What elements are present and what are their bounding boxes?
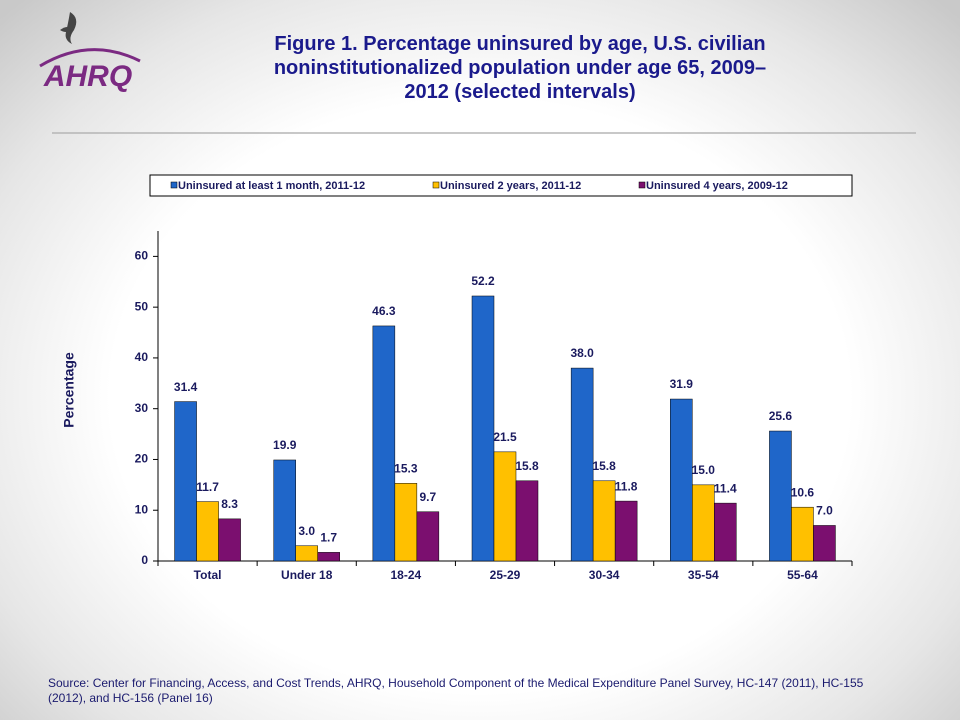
bar [295,545,318,562]
value-label: 11.8 [615,479,638,493]
value-label: 11.4 [714,481,737,495]
value-label: 21.5 [493,430,517,444]
chart-title: Figure 1. Percentage uninsured by age, U… [273,33,767,103]
value-label: 25.6 [769,409,793,423]
bar [714,502,737,562]
value-label: 31.9 [670,377,694,391]
logo-text: AHRQ [43,60,132,93]
bar [218,518,241,562]
value-label: 31.4 [174,380,198,394]
y-axis-label: Percentage [61,352,77,428]
legend-label: Uninsured 4 years, 2009-12 [646,180,788,192]
bar [515,480,539,562]
bar [196,501,219,562]
source-note: Source: Center for Financing, Access, an… [48,676,864,705]
value-label: 11.7 [196,480,219,494]
x-tick-label: 25-29 [490,568,521,582]
eagle-icon [65,12,77,44]
legend-swatch [432,181,440,189]
logo-swoosh [39,48,141,68]
legend-swatch [170,181,178,189]
bar [273,459,296,562]
value-label: 15.3 [394,461,418,475]
bar [614,500,638,562]
legend-swatch [638,181,646,189]
value-label: 7.0 [816,504,833,518]
x-tick-label: Total [194,568,222,582]
bar [471,295,495,562]
x-tick-label: Under 18 [281,568,333,582]
y-tick-label: 20 [135,452,149,466]
y-tick-label: 40 [135,350,149,364]
bar [416,511,440,562]
bar [570,367,594,562]
value-label: 1.7 [320,531,337,545]
value-label: 10.6 [791,485,815,499]
x-tick-label: 35-54 [688,568,719,582]
bar [394,483,418,562]
y-tick-label: 60 [135,249,149,263]
value-label: 46.3 [372,304,396,318]
x-tick-label: 30-34 [589,568,620,582]
value-label: 15.8 [592,459,616,473]
bar [372,325,396,562]
value-label: 15.8 [515,459,539,473]
value-label: 3.0 [298,524,315,538]
y-tick-label: 50 [135,299,149,313]
value-label: 15.0 [692,463,716,477]
bar [791,506,814,562]
bar [692,484,715,562]
value-label: 19.9 [273,438,297,452]
legend-box [149,174,853,197]
bar [493,451,517,562]
value-label: 8.3 [221,497,238,511]
y-tick-label: 10 [135,502,149,516]
value-label: 9.7 [420,490,437,504]
x-tick-label: 18-24 [391,568,422,582]
value-label: 38.0 [570,346,594,360]
bar [174,401,197,562]
bar [592,480,616,562]
logo: AHRQ [39,12,141,93]
legend-label: Uninsured 2 years, 2011-12 [440,180,581,192]
x-tick-label: 55-64 [787,568,818,582]
value-label: 52.2 [471,274,495,288]
bar [670,398,693,562]
bar [813,525,836,562]
eagle-wing [60,27,72,32]
y-tick-label: 0 [141,553,148,567]
legend-label: Uninsured at least 1 month, 2011-12 [178,180,365,192]
y-tick-label: 30 [135,401,149,415]
bar [317,552,340,562]
bar [769,430,792,562]
